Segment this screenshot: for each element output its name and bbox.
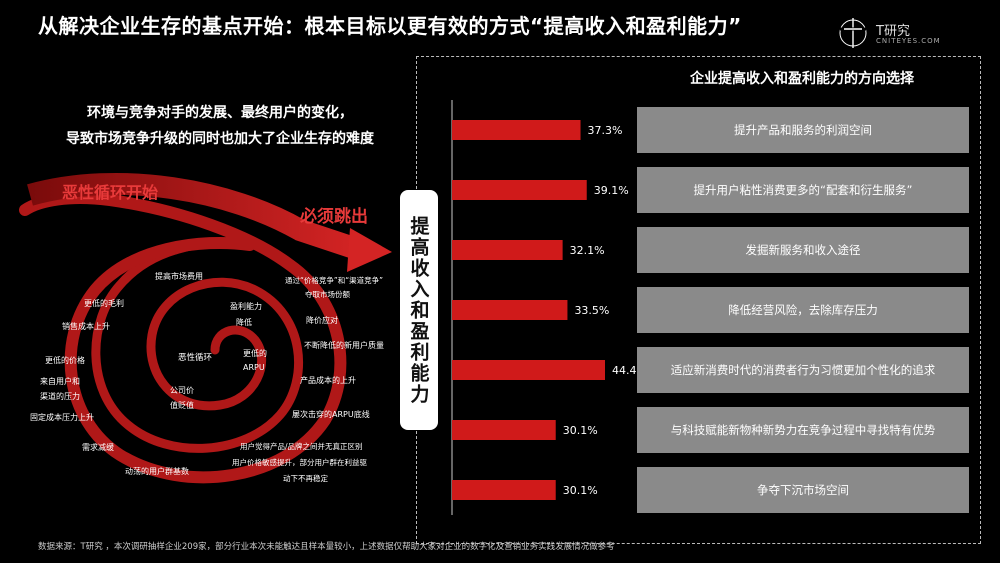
description-line: 导致市场竞争升级的同时也加大了企业生存的难度 [66,131,374,147]
vicious-cycle-spiral: 恶性循环开始 必须跳出 恶性循环 提高市场费用 更低的毛利 销售成本上升 更低的… [19,172,392,484]
spiral-label: 降价应对 [306,315,338,325]
exit-arrow-head [347,228,392,272]
spiral-center-label: 恶性循环 [178,352,213,363]
spiral-label: 动荡的用户群基数 [125,466,189,476]
spiral-label: 用户价格敏感提升，部分用户群在利益驱 [232,457,367,467]
spiral-label: 公司价 [170,386,194,395]
chart-title: 企业提高收入和盈利能力的方向选择 [690,71,914,87]
spiral-label: 更低的毛利 [84,298,124,308]
spiral-band-outer [19,192,347,484]
vertical-label: 提高收入和盈利能力 [400,190,438,430]
spiral-label: 屡次击穿的ARPU底线 [292,409,370,419]
spiral-band [91,238,304,453]
spiral-label: 销售成本上升 [62,321,110,331]
spiral-label: 降低 [236,317,252,327]
spiral-label: 更低的 [243,348,267,358]
description: 环境与竞争对手的发展、最终用户的变化， 导致市场竞争升级的同时也加大了企业生存的… [40,100,400,152]
exit-arrow [27,172,364,261]
logo-icon [839,18,867,48]
page-title: 从解决企业生存的基点开始：根本目标以更有效的方式“提高收入和盈利能力” [38,14,742,38]
spiral-label: 产品成本的上升 [300,375,356,385]
spiral-label: 需求减缓 [82,442,114,452]
chart-panel [416,56,981,544]
footer-source: 数据来源：T研究 ，本次调研抽样企业209家，部分行业本次未能触达且样本量较小，… [38,542,615,552]
spiral-label: 动下不再稳定 [283,473,328,483]
description-line: 环境与竞争对手的发展、最终用户的变化， [87,105,353,121]
spiral-label: 通过“价格竞争”和“渠道竞争” [285,275,383,285]
spiral-label: 更低的价格 [45,355,85,365]
spiral-label: 值贬值 [170,400,194,410]
spiral-label: 夺取市场份额 [305,289,350,299]
spiral-label: 提高市场费用 [155,271,203,281]
logo: T研究 CNITEYES.COM [836,14,956,54]
logo-sub: CNITEYES.COM [876,37,941,45]
spiral-start-label: 恶性循环开始 [62,183,158,202]
logo-brand: T研究 [876,24,910,39]
spiral-label: 用户觉得产品/品牌之间并无真正区别 [240,441,363,451]
spiral-label: 来自用户和 [40,376,80,386]
spiral-label: ARPU [243,363,265,372]
spiral-label: 固定成本压力上升 [30,412,94,422]
spiral-label: 盈利能力 [230,301,262,311]
spiral-label: 不断降低的新用户质量 [304,340,384,350]
spiral-label: 渠道的压力 [40,391,80,401]
spiral-exit-label: 必须跳出 [299,206,368,227]
